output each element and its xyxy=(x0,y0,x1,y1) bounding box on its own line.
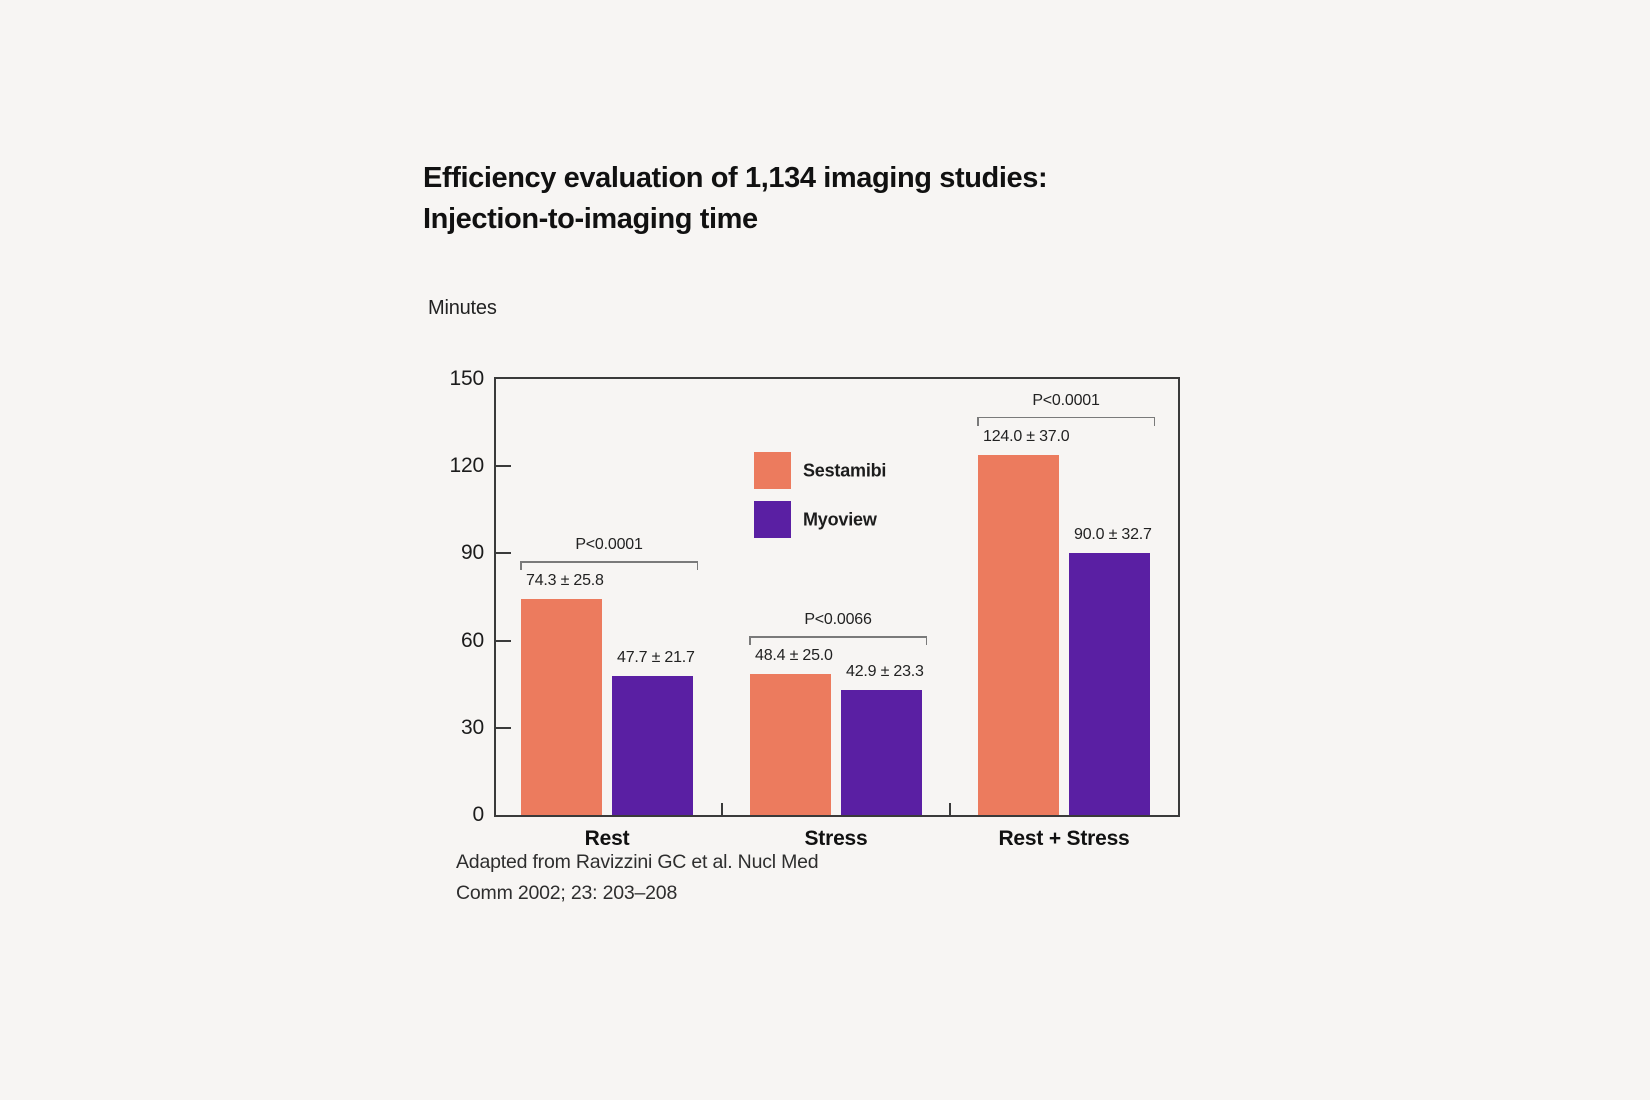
bar-myoview-rest xyxy=(612,676,693,815)
y-axis-title: Minutes xyxy=(428,297,497,319)
x-category-label-rest-stress: Rest + Stress xyxy=(998,827,1130,850)
x-axis-separator-tick-2 xyxy=(949,803,951,815)
x-axis-separator-tick-1 xyxy=(720,803,723,815)
significance-bracket-end-left-stress xyxy=(749,636,751,646)
value-label-sestamibi-rest: 74.3 ± 25.8 xyxy=(526,572,604,590)
legend-label-sestamibi: Sestamibi xyxy=(803,460,887,480)
significance-bracket-end-left-rest-stress xyxy=(977,416,979,426)
p-value-label-rest: P<0.0001 xyxy=(575,536,643,554)
chart-title-line-2: Injection-to-imaging time xyxy=(423,203,758,235)
y-axis-tick-30 xyxy=(496,726,511,729)
x-category-label-rest: Rest xyxy=(584,827,630,850)
bar-sestamibi-rest-stress xyxy=(978,454,1059,815)
citation: Adapted from Ravizzini GC et al. Nucl Me… xyxy=(456,847,819,909)
significance-bracket-stress xyxy=(749,636,927,638)
bar-myoview-rest-stress xyxy=(1069,553,1150,815)
x-category-label-stress: Stress xyxy=(804,827,868,850)
y-tick-label-30: 30 xyxy=(461,715,484,739)
chart-title: Efficiency evaluation of 1,134 imaging s… xyxy=(423,158,1048,240)
y-axis-tick-90 xyxy=(496,552,511,555)
citation-line-1: Adapted from Ravizzini GC et al. Nucl Me… xyxy=(456,851,819,873)
value-label-myoview-rest-stress: 90.0 ± 32.7 xyxy=(1074,526,1152,544)
value-label-sestamibi-rest-stress: 124.0 ± 37.0 xyxy=(983,427,1070,445)
bar-sestamibi-rest xyxy=(521,599,602,815)
plot-area: 0 30 60 90 120 150 74.3 ± 25.8 47.7 ± 21.7 P<0.0… xyxy=(450,367,1180,850)
legend-swatch-sestamibi xyxy=(754,452,791,489)
y-axis-tick-120 xyxy=(496,465,511,468)
legend-swatch-myoview xyxy=(754,501,791,538)
y-tick-label-90: 90 xyxy=(461,541,484,565)
chart-title-line-1: Efficiency evaluation of 1,134 imaging s… xyxy=(423,162,1048,194)
significance-bracket-end-right-rest xyxy=(696,561,698,571)
bar-sestamibi-stress xyxy=(750,674,831,815)
y-tick-label-60: 60 xyxy=(461,628,484,652)
value-label-sestamibi-stress: 48.4 ± 25.0 xyxy=(755,647,833,665)
bar-myoview-stress xyxy=(841,690,922,815)
significance-bracket-end-left-rest xyxy=(520,561,522,571)
value-label-myoview-rest: 47.7 ± 21.7 xyxy=(617,649,695,667)
y-tick-label-0: 0 xyxy=(472,803,485,826)
significance-bracket-end-right-stress xyxy=(925,636,927,646)
p-value-label-rest-stress: P<0.0001 xyxy=(1032,391,1100,409)
value-label-myoview-stress: 42.9 ± 23.3 xyxy=(846,663,924,681)
p-value-label-stress: P<0.0066 xyxy=(804,611,872,629)
citation-line-2: Comm 2002; 23: 203–208 xyxy=(456,882,678,904)
legend-label-myoview: Myoview xyxy=(803,509,877,529)
significance-bracket-rest xyxy=(520,561,698,563)
y-tick-label-120: 120 xyxy=(449,454,485,478)
y-tick-label-150: 150 xyxy=(449,367,485,390)
significance-bracket-rest-stress xyxy=(977,416,1155,419)
significance-bracket-end-right-rest-stress xyxy=(1153,416,1155,426)
y-axis-tick-60 xyxy=(496,639,511,642)
